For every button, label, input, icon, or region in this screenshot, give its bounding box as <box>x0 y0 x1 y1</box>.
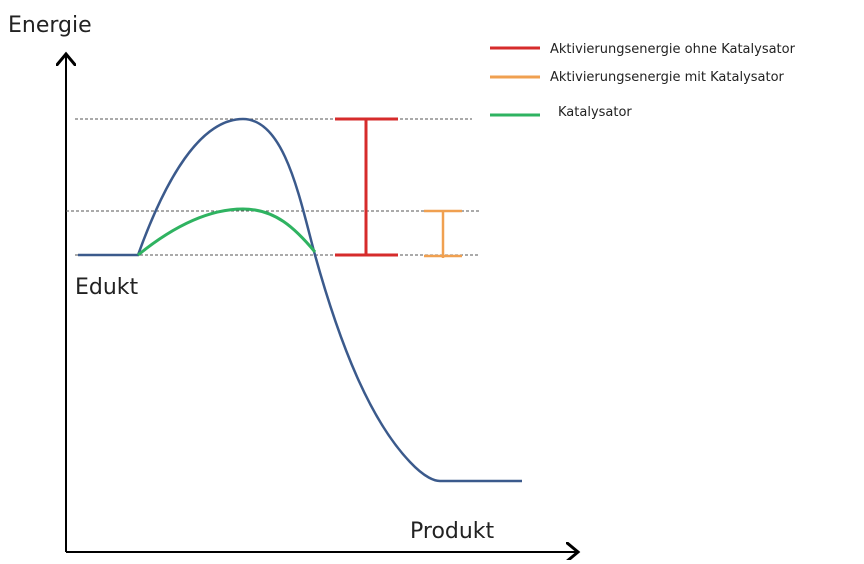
legend-label: Katalysator <box>558 105 632 120</box>
reaction-curve <box>78 117 522 483</box>
activation-bar-catalyst <box>424 209 462 258</box>
legend-label: Aktivierungsenergie mit Katalysator <box>550 70 785 85</box>
axis-label: Energie <box>8 13 92 38</box>
catalyst-curve <box>137 207 317 257</box>
start-label: Edukt <box>75 275 139 300</box>
legend-label: Aktivierungsenergie ohne Katalysator <box>550 42 796 57</box>
end-label: Produkt <box>410 519 495 544</box>
activation-bar <box>335 117 398 257</box>
